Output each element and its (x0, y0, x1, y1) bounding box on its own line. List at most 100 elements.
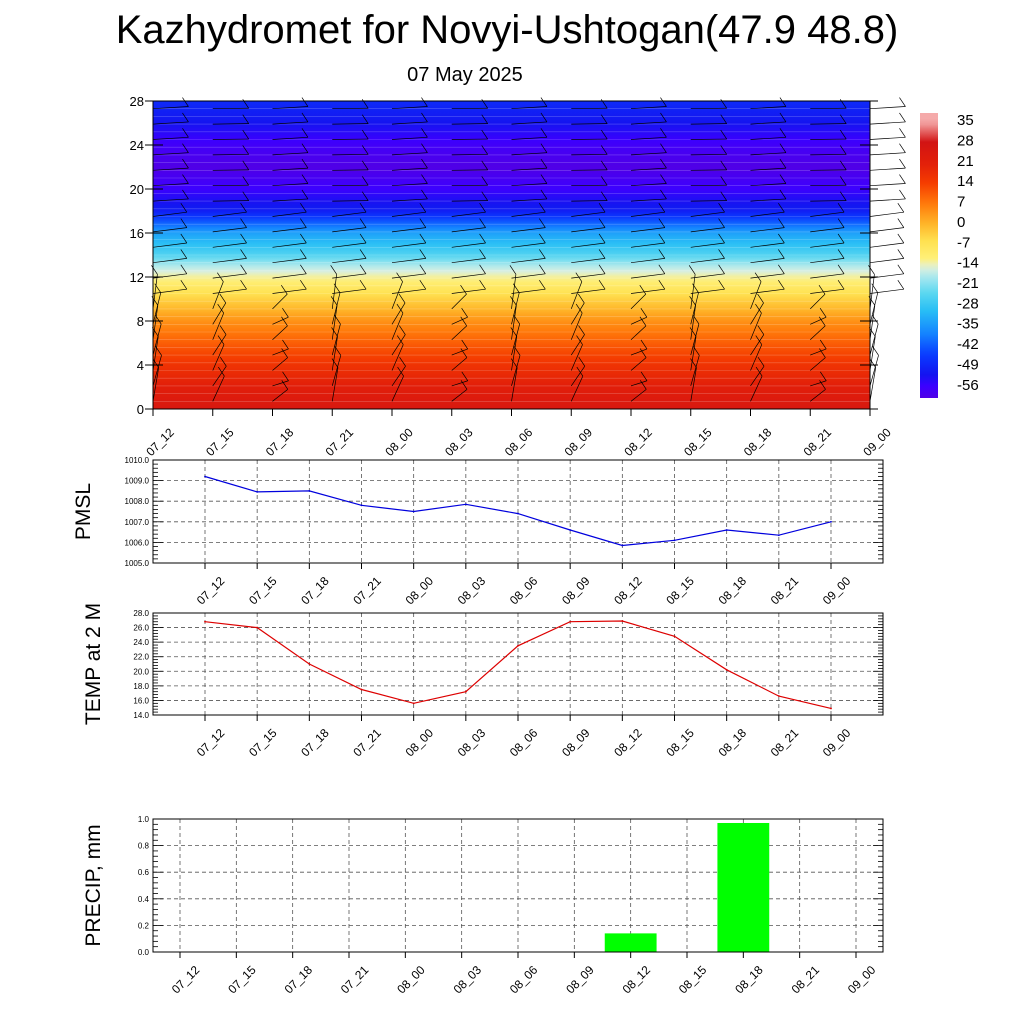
x-tick-label: 08_06 (507, 963, 541, 997)
wind-barb (571, 288, 606, 294)
wind-barb-flag (640, 371, 648, 381)
x-tick-label: 07_18 (263, 425, 297, 459)
wind-barb-flag (281, 380, 289, 390)
wind-barb (570, 302, 585, 325)
wind-barb (630, 227, 665, 233)
wind-barb-flag (899, 189, 906, 200)
wind-barb (511, 136, 547, 140)
y-tick-label: 1006.0 (125, 538, 150, 547)
temp-panel: 14.0 16.0 18.0 20.0 22.0 24.0 26.0 28.0 07_12 07_… (82, 603, 884, 760)
wind-barb-flag (839, 191, 847, 201)
wind-barb (511, 355, 521, 386)
wind-barb-flag (600, 145, 608, 155)
y-tick-label: 0.0 (138, 948, 150, 957)
x-tick-label: 07_12 (169, 963, 203, 997)
chart-subtitle: 07 May 2025 (407, 64, 523, 86)
wind-barb (212, 365, 227, 387)
wind-barb-flag (779, 128, 787, 138)
wind-barb-flag (300, 202, 307, 213)
wind-barb (511, 227, 546, 233)
wind-barb (212, 344, 225, 371)
wind-barb (272, 258, 307, 264)
wind-barb-flag (301, 143, 309, 153)
wind-barb (869, 258, 904, 264)
wind-barb (331, 367, 339, 402)
x-tick-label: 07_15 (246, 574, 280, 608)
y-tick-label: 1007.0 (125, 518, 150, 527)
data-point (725, 668, 728, 671)
wind-barb (272, 183, 308, 187)
wind-barb (690, 323, 700, 356)
wind-barb-flag (897, 202, 905, 213)
wind-barb (391, 334, 406, 356)
x-tick-label: 08_06 (502, 425, 536, 459)
wind-barb-flag (421, 143, 428, 153)
wind-barb-flag (301, 189, 309, 200)
wind-barb (451, 325, 467, 340)
wind-barb (690, 211, 725, 217)
wind-barb-flag (639, 348, 647, 358)
wind-barb-flag (658, 264, 666, 274)
wind-barb (511, 152, 547, 156)
wind-barb (690, 258, 725, 264)
wind-barb-flag (220, 356, 227, 367)
x-tick-label: 09_00 (845, 963, 879, 997)
wind-barb-flag (720, 191, 728, 201)
y-tick-label: 28 (130, 94, 144, 109)
y-tick-label: 0.2 (138, 921, 150, 930)
x-tick-label: 08_03 (455, 726, 489, 760)
wind-barb (869, 242, 904, 248)
y-tick-label: 1005.0 (125, 559, 150, 568)
y-tick-label: 14.0 (133, 711, 149, 720)
x-tick-label: 07_12 (194, 574, 228, 608)
x-tick-label: 08_03 (455, 574, 489, 608)
wind-barb (391, 136, 428, 140)
wind-barb-flag (419, 202, 427, 213)
x-tick-label: 08_15 (663, 574, 697, 608)
wind-barb (869, 288, 904, 294)
data-point (777, 534, 780, 537)
wind-barb (570, 344, 583, 371)
wind-barb (571, 258, 606, 264)
wind-barb-flag (660, 143, 667, 153)
wind-barb-flag (755, 335, 763, 345)
wind-barb-flag (660, 174, 667, 184)
wind-barb (810, 273, 845, 279)
wind-barb (451, 348, 468, 356)
wind-barb (750, 121, 786, 125)
wind-barb-flag (690, 358, 697, 368)
wind-barb (451, 258, 486, 264)
wind-barb (690, 305, 696, 340)
wind-barb (750, 334, 765, 356)
wind-barb-flag (479, 202, 486, 213)
wind-barb (630, 273, 665, 279)
wind-barb (570, 375, 584, 402)
wind-barb (869, 106, 906, 110)
wind-barb (630, 348, 648, 356)
data-point (204, 620, 206, 623)
wind-barb-flag (779, 143, 787, 153)
y-tick-label: 20.0 (133, 667, 149, 676)
data-point (621, 544, 624, 547)
wind-barb (869, 152, 906, 156)
colorbar-strip (920, 113, 938, 398)
x-tick-label: 09_00 (860, 425, 894, 459)
wind-barb-flag (300, 218, 307, 228)
wind-barb-flag (600, 114, 608, 124)
precip-bar (604, 933, 657, 952)
wind-barb-flag (330, 265, 337, 275)
wind-barb-flag (240, 264, 247, 274)
wind-barb (810, 316, 827, 325)
wind-barb-flag (242, 145, 250, 155)
wind-barb-flag (182, 128, 189, 138)
wind-barb-flag (361, 191, 369, 201)
wind-barb-flag (598, 264, 606, 274)
wind-barb (750, 211, 785, 217)
x-tick-label: 07_21 (338, 963, 372, 997)
precip-bar (717, 822, 770, 952)
data-point (204, 475, 206, 478)
wind-barb-flag (461, 339, 469, 350)
wind-barb (630, 106, 667, 110)
x-tick-label: 08_03 (442, 425, 476, 459)
chart-title: Kazhydromet for Novyi-Ushtogan(47.9 48.8… (115, 8, 899, 52)
